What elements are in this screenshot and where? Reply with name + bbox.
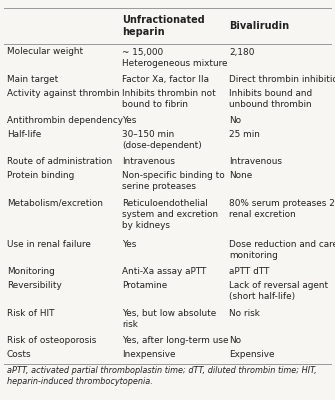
Text: Reversibility: Reversibility xyxy=(7,281,61,290)
Text: Protamine: Protamine xyxy=(122,281,168,290)
Text: Dose reduction and careful
monitoring: Dose reduction and careful monitoring xyxy=(229,240,335,260)
Text: Yes, but low absolute
risk: Yes, but low absolute risk xyxy=(122,308,216,329)
Text: Factor Xa, factor IIa: Factor Xa, factor IIa xyxy=(122,75,209,84)
Text: Metabolism/excretion: Metabolism/excretion xyxy=(7,199,103,208)
Text: Anti-Xa assay aPTT: Anti-Xa assay aPTT xyxy=(122,267,207,276)
Text: Inhibits bound and
unbound thrombin: Inhibits bound and unbound thrombin xyxy=(229,89,313,109)
Text: Reticuloendothelial
system and excretion
by kidneys: Reticuloendothelial system and excretion… xyxy=(122,199,218,230)
Text: Protein binding: Protein binding xyxy=(7,171,74,180)
Text: Bivalirudin: Bivalirudin xyxy=(229,21,289,31)
Text: Unfractionated
heparin: Unfractionated heparin xyxy=(122,15,205,37)
Text: 30–150 min
(dose-dependent): 30–150 min (dose-dependent) xyxy=(122,130,202,150)
Text: 2,180: 2,180 xyxy=(229,48,255,56)
Text: Risk of osteoporosis: Risk of osteoporosis xyxy=(7,336,96,345)
Text: 80% serum proteases 20%
renal excretion: 80% serum proteases 20% renal excretion xyxy=(229,199,335,219)
Text: No: No xyxy=(229,116,242,125)
Text: Activity against thrombin: Activity against thrombin xyxy=(7,89,119,98)
Text: Half-life: Half-life xyxy=(7,130,41,139)
Text: Lack of reversal agent
(short half-life): Lack of reversal agent (short half-life) xyxy=(229,281,329,301)
Text: Expensive: Expensive xyxy=(229,350,275,359)
Text: Costs: Costs xyxy=(7,350,31,359)
Text: Direct thrombin inhibition: Direct thrombin inhibition xyxy=(229,75,335,84)
Text: Yes, after long-term use: Yes, after long-term use xyxy=(122,336,229,345)
Text: aPTT, activated partial thromboplastin time; dTT, diluted thrombin time; HIT,
he: aPTT, activated partial thromboplastin t… xyxy=(7,366,317,386)
Text: Inhibits thrombin not
bound to fibrin: Inhibits thrombin not bound to fibrin xyxy=(122,89,216,109)
Text: Non-specific binding to
serine proteases: Non-specific binding to serine proteases xyxy=(122,171,225,192)
Text: No risk: No risk xyxy=(229,308,260,318)
Text: Intravenous: Intravenous xyxy=(229,158,282,166)
Text: Use in renal failure: Use in renal failure xyxy=(7,240,90,249)
Text: Antithrombin dependency: Antithrombin dependency xyxy=(7,116,123,125)
Text: Yes: Yes xyxy=(122,240,137,249)
Text: ~ 15,000
Heterogeneous mixture: ~ 15,000 Heterogeneous mixture xyxy=(122,48,228,68)
Text: Risk of HIT: Risk of HIT xyxy=(7,308,54,318)
Text: aPTT dTT: aPTT dTT xyxy=(229,267,270,276)
Text: No: No xyxy=(229,336,242,345)
Text: Molecular weight: Molecular weight xyxy=(7,48,83,56)
Text: None: None xyxy=(229,171,253,180)
Text: Main target: Main target xyxy=(7,75,58,84)
Text: 25 min: 25 min xyxy=(229,130,260,139)
Text: Intravenous: Intravenous xyxy=(122,158,175,166)
Text: Route of administration: Route of administration xyxy=(7,158,112,166)
Text: Yes: Yes xyxy=(122,116,137,125)
Text: Inexpensive: Inexpensive xyxy=(122,350,176,359)
Text: Monitoring: Monitoring xyxy=(7,267,55,276)
